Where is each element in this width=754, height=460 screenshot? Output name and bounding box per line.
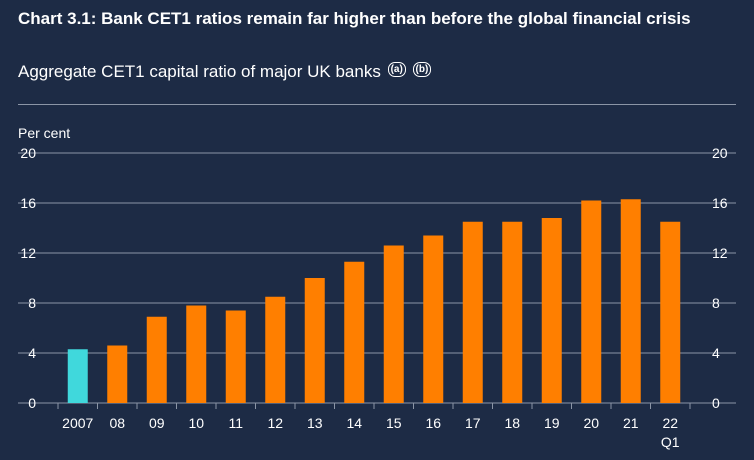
bar-11	[502, 221, 523, 403]
y-tick-label-right: 8	[712, 295, 720, 311]
x-tick-label: 2007	[62, 415, 93, 431]
subtitle-text: Aggregate CET1 capital ratio of major UK…	[18, 62, 381, 81]
bars	[67, 199, 681, 403]
x-tick-label: 22	[662, 415, 678, 431]
x-tick-label: 20	[583, 415, 599, 431]
bar-2	[146, 316, 167, 403]
bar-8	[383, 245, 404, 403]
bar-5	[265, 296, 286, 403]
x-tick-label: Q1	[661, 434, 680, 450]
x-tick-label: 16	[425, 415, 441, 431]
bar-0	[67, 349, 88, 403]
y-tick-label-right: 4	[712, 345, 720, 361]
gridlines	[18, 152, 736, 409]
chart-subtitle: Aggregate CET1 capital ratio of major UK…	[18, 61, 432, 83]
footnote-b: (b)	[412, 62, 432, 77]
bar-3	[186, 305, 207, 403]
x-tick-label: 21	[623, 415, 639, 431]
y-tick-label-left: 4	[28, 345, 36, 361]
x-tick-label: 19	[544, 415, 560, 431]
x-tick-label: 13	[307, 415, 323, 431]
y-tick-label-right: 0	[712, 395, 720, 411]
y-tick-label-right: 12	[712, 245, 728, 261]
chart-title: Chart 3.1: Bank CET1 ratios remain far h…	[18, 9, 691, 28]
x-tick-labels: 2007 08 09 10 11 12 13 14 15 16 17 18 19 20 21 22 Q1	[62, 415, 680, 450]
bar-6	[304, 278, 325, 403]
y-tick-label-left: 20	[20, 145, 36, 161]
x-tick-label: 09	[149, 415, 165, 431]
y-tick-label-left: 0	[28, 395, 36, 411]
x-tick-label: 17	[465, 415, 481, 431]
bar-9	[423, 235, 444, 403]
bar-10	[462, 221, 483, 403]
x-tick-label: 08	[109, 415, 125, 431]
y-tick-label-right: 16	[712, 195, 728, 211]
x-tick-label: 12	[267, 415, 283, 431]
x-tick-label: 14	[346, 415, 362, 431]
x-tick-label: 15	[386, 415, 402, 431]
bar-1	[107, 345, 128, 403]
y-tick-label-left: 8	[28, 295, 36, 311]
footnote-a: (a)	[387, 62, 406, 77]
bar-14	[620, 199, 641, 403]
title-divider	[18, 104, 736, 105]
x-tick-label: 11	[228, 415, 243, 431]
y-tick-label-right: 20	[712, 145, 728, 161]
y-tick-label-left: 12	[20, 245, 36, 261]
x-tick-label: 18	[504, 415, 520, 431]
y-tick-labels: 0 0 4 4 8 8 12 12 16 16 20 20	[20, 145, 727, 411]
x-tick-label: 10	[188, 415, 204, 431]
bar-13	[581, 200, 602, 403]
bar-4	[225, 310, 246, 403]
y-tick-label-left: 16	[20, 195, 36, 211]
y-axis-label: Per cent	[18, 125, 70, 141]
bar-12	[541, 218, 562, 403]
bar-15	[660, 221, 681, 403]
bar-7	[344, 261, 365, 403]
